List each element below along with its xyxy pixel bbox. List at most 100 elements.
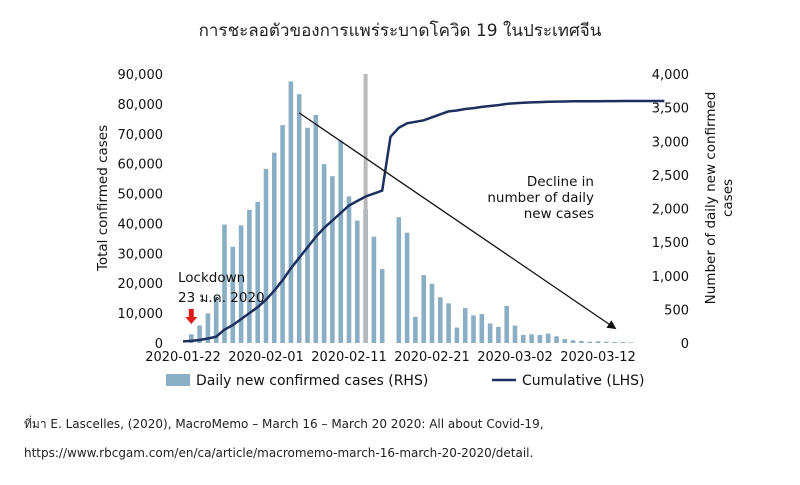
daily-bar: [247, 209, 252, 343]
daily-bar: [628, 342, 634, 343]
daily-bar: [338, 140, 343, 343]
x-tick-label: 2020-01-22: [145, 350, 221, 365]
right-tick-label: 2,000: [652, 203, 689, 218]
x-axis-ticks: 2020-01-22 2020-02-01 2020-02-11 2020-02-21…: [145, 350, 636, 365]
x-tick-label: 2020-02-21: [394, 350, 470, 365]
daily-bar: [487, 323, 493, 343]
daily-bar: [305, 127, 310, 343]
legend: Daily new confirmed cases (RHS) Cumulati…: [166, 373, 645, 389]
daily-bar: [446, 303, 451, 343]
daily-bar: [612, 342, 617, 343]
y-axis-right-label: Number of daily new confirmed cases: [703, 92, 736, 305]
daily-bar: [504, 306, 509, 343]
daily-bar: [396, 217, 402, 343]
x-tick-label: 2020-02-01: [228, 350, 304, 365]
right-tick-label: 3,500: [652, 102, 689, 117]
legend-bar-label: Daily new confirmed cases (RHS): [196, 373, 428, 389]
decline-annotation: Decline in number of daily new cases: [487, 174, 594, 222]
daily-cases-bars: [189, 81, 634, 344]
daily-bar: [604, 341, 609, 343]
chart-title: การชะลอตัวของการแพร่ระบาดโควิด 19 ในประเ…: [199, 20, 602, 41]
daily-bar: [587, 341, 592, 343]
left-tick-label: 90,000: [118, 68, 164, 83]
daily-bar: [288, 81, 294, 344]
legend-line-label: Cumulative (LHS): [522, 373, 645, 389]
left-tick-label: 80,000: [118, 98, 164, 113]
daily-bar: [379, 269, 385, 343]
daily-bar: [562, 339, 568, 343]
daily-bar: [263, 168, 269, 343]
daily-bar: [462, 308, 468, 343]
daily-bar: [438, 297, 443, 343]
y-axis-right-label-line2: cases: [720, 179, 736, 217]
daily-bar: [529, 334, 534, 343]
source-citation-line1: ที่มา E. Lascelles, (2020), MacroMemo – …: [24, 417, 544, 431]
daily-bar: [355, 220, 360, 343]
right-tick-label: 4,000: [652, 68, 689, 83]
y-axis-left-label: Total confirmed cases: [95, 125, 111, 272]
daily-bar: [620, 342, 626, 343]
daily-bar: [205, 313, 211, 343]
source-citation-line2: https://www.rbcgam.com/en/ca/article/mac…: [24, 446, 534, 460]
left-axis-ticks: 0 10,000 20,000 30,000 40,000 50,000 60,000 70,…: [118, 68, 164, 352]
left-tick-label: 0: [155, 337, 163, 352]
daily-bar: [255, 201, 260, 343]
daily-bar: [570, 340, 576, 343]
right-tick-label: 1,500: [652, 236, 689, 251]
daily-bar: [346, 196, 352, 343]
y-axis-right-label-line1: Number of daily new confirmed: [703, 92, 719, 305]
left-tick-label: 20,000: [118, 277, 164, 292]
daily-bar: [413, 316, 418, 343]
daily-bar: [471, 315, 476, 343]
daily-bar: [213, 296, 219, 343]
daily-bar: [230, 246, 236, 343]
x-tick-label: 2020-03-02: [477, 350, 553, 365]
daily-bar: [404, 232, 410, 343]
right-tick-label: 2,500: [652, 169, 689, 184]
decline-line2: number of daily: [487, 190, 594, 206]
daily-bar: [189, 334, 194, 343]
legend-bar-swatch: [166, 374, 190, 386]
daily-bar: [579, 341, 584, 343]
right-tick-label: 500: [664, 303, 689, 318]
lockdown-annotation: Lockdown 23 ม.ค. 2020: [178, 270, 265, 324]
daily-bar: [330, 176, 335, 343]
daily-bar: [280, 125, 285, 343]
daily-bar: [521, 334, 526, 343]
daily-bar: [537, 334, 543, 343]
left-tick-label: 30,000: [118, 247, 164, 262]
daily-bar: [454, 327, 460, 343]
left-tick-label: 70,000: [118, 128, 164, 143]
daily-bar: [595, 341, 601, 343]
cumulative-line: [182, 99, 665, 343]
daily-bar: [296, 94, 302, 343]
x-tick-label: 2020-02-11: [311, 350, 387, 365]
lockdown-arrow-icon: [185, 309, 198, 324]
covid-china-chart: การชะลอตัวของการแพร่ระบาดโควิด 19 ในประเ…: [95, 20, 736, 389]
left-tick-label: 60,000: [118, 158, 164, 173]
daily-bar: [545, 333, 551, 343]
decline-trend-arrow: [298, 112, 617, 330]
decline-line1: Decline in: [527, 174, 594, 190]
left-tick-label: 50,000: [118, 188, 164, 203]
lockdown-line2: 23 ม.ค. 2020: [178, 290, 265, 306]
daily-bar: [321, 164, 327, 343]
daily-bar: [222, 224, 227, 343]
x-tick-label: 2020-03-12: [560, 350, 636, 365]
lockdown-line1: Lockdown: [178, 270, 245, 286]
daily-bar: [272, 152, 277, 343]
daily-bar: [512, 325, 518, 343]
daily-bar: [421, 275, 426, 343]
daily-bar: [554, 336, 559, 343]
right-tick-label: 3,000: [652, 135, 689, 150]
daily-bar: [197, 325, 202, 343]
right-tick-label: 0: [681, 337, 689, 352]
daily-bar: [371, 236, 377, 343]
right-tick-label: 1,000: [652, 270, 689, 285]
daily-bar: [479, 314, 485, 343]
daily-bar: [429, 283, 435, 343]
decline-line3: new cases: [524, 206, 594, 222]
right-axis-ticks: 0 500 1,000 1,500 2,000 2,500 3,000 3,500 4,000: [652, 68, 689, 352]
left-tick-label: 40,000: [118, 217, 164, 232]
left-tick-label: 10,000: [118, 307, 164, 322]
